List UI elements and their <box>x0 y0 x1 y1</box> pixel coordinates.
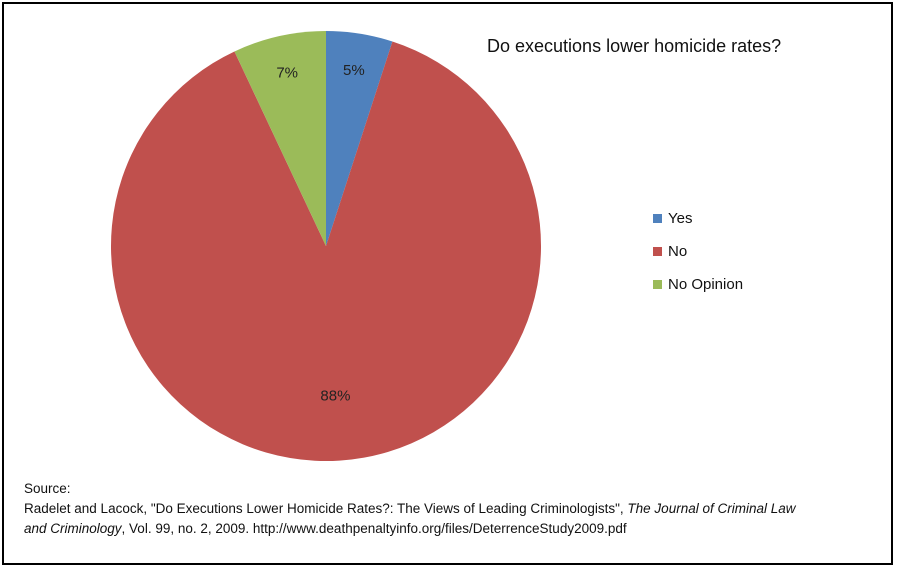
legend-label-no-opinion: No Opinion <box>668 276 744 293</box>
slice-label-no: 88% <box>320 388 350 405</box>
legend-label-yes: Yes <box>668 210 693 227</box>
source-authors: Radelet and Lacock, "Do Executions Lower… <box>24 501 624 516</box>
source-note: Source: Radelet and Lacock, "Do Executio… <box>24 479 884 539</box>
chart-title: Do executions lower homicide rates? <box>487 36 782 56</box>
legend-swatch-no <box>653 247 662 256</box>
legend-item-no-opinion: No Opinion <box>653 268 743 301</box>
source-journal-part1: The Journal of Criminal Law <box>627 501 796 516</box>
pie-slice-yes <box>326 31 393 246</box>
source-heading: Source: <box>24 481 71 496</box>
legend: Yes No No Opinion <box>653 202 743 301</box>
legend-swatch-no-opinion <box>653 280 662 289</box>
slice-label-yes: 5% <box>343 62 365 79</box>
source-details: , Vol. 99, no. 2, 2009. http://www.death… <box>121 521 627 536</box>
legend-item-no: No <box>653 235 743 268</box>
legend-label-no: No <box>668 243 688 260</box>
pie-slice-no <box>110 41 542 461</box>
source-citation: Radelet and Lacock, "Do Executions Lower… <box>24 499 884 539</box>
legend-swatch-yes <box>653 214 662 223</box>
slice-label-no-opinion: 7% <box>276 64 298 81</box>
legend-item-yes: Yes <box>653 202 743 235</box>
source-journal-part2: and Criminology <box>24 521 122 536</box>
pie-slice-no-opinion <box>234 31 326 246</box>
